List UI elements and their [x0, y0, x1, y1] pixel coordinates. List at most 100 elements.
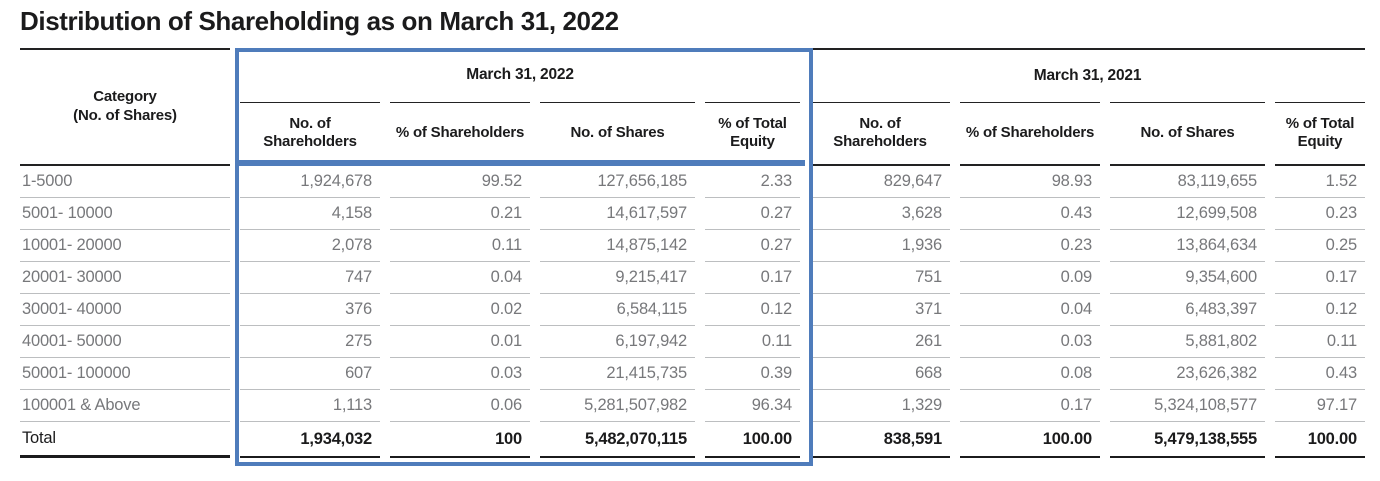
- total-cell: 100.00: [705, 422, 800, 458]
- table-row: 10001- 20000 2,078 0.11 14,875,142 0.27 …: [20, 230, 1365, 262]
- total-cell: 100: [390, 422, 530, 458]
- cell: 1,936: [810, 230, 950, 262]
- col-header-2022-pct-equity: % of Total Equity: [705, 102, 800, 166]
- cell: 97.17: [1275, 390, 1365, 422]
- col-header-2021-pct-equity: % of Total Equity: [1275, 102, 1365, 166]
- cell: 0.11: [1275, 326, 1365, 358]
- row-category: 100001 & Above: [20, 390, 230, 422]
- cell: 261: [810, 326, 950, 358]
- table-row: 20001- 30000 747 0.04 9,215,417 0.17 751…: [20, 262, 1365, 294]
- category-column-header: Category (No. of Shares): [20, 48, 230, 166]
- category-header-line1: Category: [93, 88, 157, 106]
- cell: 1,329: [810, 390, 950, 422]
- cell: 12,699,508: [1110, 198, 1265, 230]
- cell: 0.23: [960, 230, 1100, 262]
- cell: 829,647: [810, 166, 950, 198]
- cell: 5,281,507,982: [540, 390, 695, 422]
- cell: 751: [810, 262, 950, 294]
- total-cell: 100.00: [960, 422, 1100, 458]
- cell: 376: [240, 294, 380, 326]
- cell: 371: [810, 294, 950, 326]
- cell: 0.06: [390, 390, 530, 422]
- total-cell: 5,482,070,115: [540, 422, 695, 458]
- row-category: 20001- 30000: [20, 262, 230, 294]
- row-category: 5001- 10000: [20, 198, 230, 230]
- cell: 0.01: [390, 326, 530, 358]
- table-row: 1-5000 1,924,678 99.52 127,656,185 2.33 …: [20, 166, 1365, 198]
- row-category: 1-5000: [20, 166, 230, 198]
- col-header-2021-shareholders: No. of Shareholders: [810, 102, 950, 166]
- cell: 4,158: [240, 198, 380, 230]
- shareholding-table: Category (No. of Shares) March 31, 2022 …: [10, 48, 1375, 458]
- cell: 83,119,655: [1110, 166, 1265, 198]
- col-header-2022-shareholders: No. of Shareholders: [240, 102, 380, 166]
- cell: 0.03: [960, 326, 1100, 358]
- sub-header-row: No. of Shareholders % of Shareholders No…: [20, 102, 1365, 166]
- cell: 0.03: [390, 358, 530, 390]
- cell: 0.27: [705, 230, 800, 262]
- cell: 1,113: [240, 390, 380, 422]
- cell: 1,924,678: [240, 166, 380, 198]
- cell: 14,617,597: [540, 198, 695, 230]
- cell: 747: [240, 262, 380, 294]
- cell: 0.39: [705, 358, 800, 390]
- cell: 21,415,735: [540, 358, 695, 390]
- cell: 3,628: [810, 198, 950, 230]
- row-category: 30001- 40000: [20, 294, 230, 326]
- cell: 2,078: [240, 230, 380, 262]
- cell: 0.12: [1275, 294, 1365, 326]
- row-category: 50001- 100000: [20, 358, 230, 390]
- cell: 0.27: [705, 198, 800, 230]
- cell: 96.34: [705, 390, 800, 422]
- cell: 0.04: [960, 294, 1100, 326]
- group-header-2021: March 31, 2021: [810, 48, 1365, 102]
- total-cell: 1,934,032: [240, 422, 380, 458]
- row-category: 10001- 20000: [20, 230, 230, 262]
- cell: 5,881,802: [1110, 326, 1265, 358]
- cell: 0.43: [960, 198, 1100, 230]
- table-row: 50001- 100000 607 0.03 21,415,735 0.39 6…: [20, 358, 1365, 390]
- cell: 6,483,397: [1110, 294, 1265, 326]
- group-header-row: Category (No. of Shares) March 31, 2022 …: [20, 48, 1365, 166]
- cell: 99.52: [390, 166, 530, 198]
- cell: 668: [810, 358, 950, 390]
- cell: 9,354,600: [1110, 262, 1265, 294]
- cell: 607: [240, 358, 380, 390]
- cell: 0.04: [390, 262, 530, 294]
- cell: 23,626,382: [1110, 358, 1265, 390]
- cell: 0.11: [390, 230, 530, 262]
- col-header-2022-shares: No. of Shares: [540, 102, 695, 166]
- cell: 14,875,142: [540, 230, 695, 262]
- cell: 0.12: [705, 294, 800, 326]
- table-row: 100001 & Above 1,113 0.06 5,281,507,982 …: [20, 390, 1365, 422]
- cell: 2.33: [705, 166, 800, 198]
- cell: 9,215,417: [540, 262, 695, 294]
- page-title: Distribution of Shareholding as on March…: [20, 6, 619, 36]
- cell: 6,197,942: [540, 326, 695, 358]
- cell: 0.17: [960, 390, 1100, 422]
- category-header-line2: (No. of Shares): [73, 107, 177, 124]
- table-row: 30001- 40000 376 0.02 6,584,115 0.12 371…: [20, 294, 1365, 326]
- cell: 0.02: [390, 294, 530, 326]
- cell: 0.09: [960, 262, 1100, 294]
- row-category: 40001- 50000: [20, 326, 230, 358]
- total-cell: 100.00: [1275, 422, 1365, 458]
- col-header-2021-shares: No. of Shares: [1110, 102, 1265, 166]
- total-row: Total 1,934,032 100 5,482,070,115 100.00…: [20, 422, 1365, 458]
- table-row: 40001- 50000 275 0.01 6,197,942 0.11 261…: [20, 326, 1365, 358]
- cell: 0.21: [390, 198, 530, 230]
- cell: 6,584,115: [540, 294, 695, 326]
- cell: 1.52: [1275, 166, 1365, 198]
- cell: 0.17: [705, 262, 800, 294]
- total-cell: 5,479,138,555: [1110, 422, 1265, 458]
- cell: 0.11: [705, 326, 800, 358]
- group-header-2022: March 31, 2022: [466, 66, 574, 83]
- table-row: 5001- 10000 4,158 0.21 14,617,597 0.27 3…: [20, 198, 1365, 230]
- cell: 5,324,108,577: [1110, 390, 1265, 422]
- cell: 0.43: [1275, 358, 1365, 390]
- total-label: Total: [20, 422, 230, 458]
- cell: 0.08: [960, 358, 1100, 390]
- cell: 0.23: [1275, 198, 1365, 230]
- cell: 98.93: [960, 166, 1100, 198]
- cell: 127,656,185: [540, 166, 695, 198]
